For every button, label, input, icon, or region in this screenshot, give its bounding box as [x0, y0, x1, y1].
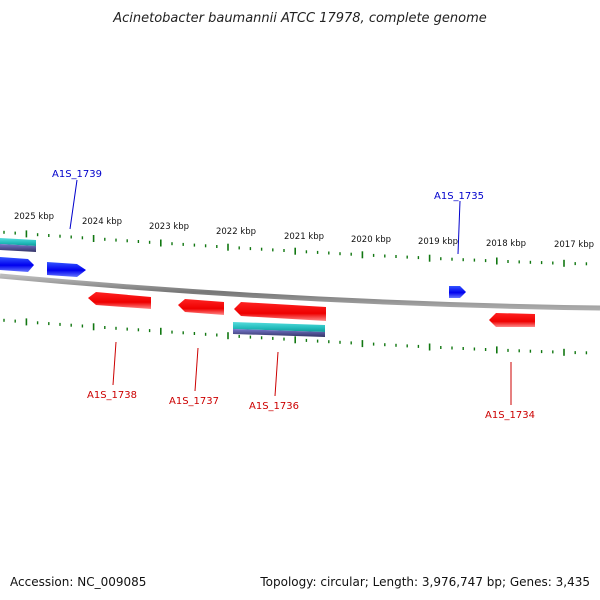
- genome-backbone: [0, 273, 600, 311]
- gene-arrow-a1s-1737[interactable]: [178, 299, 224, 315]
- scale-label: 2022 kbp: [216, 227, 256, 237]
- gene-arrow-a1s-1736[interactable]: [234, 302, 326, 321]
- scale-labels: 2025 kbp 2024 kbp 2023 kbp 2022 kbp 2021…: [14, 212, 594, 250]
- scale-label: 2018 kbp: [486, 239, 526, 249]
- scale-label: 2023 kbp: [149, 222, 189, 232]
- gene-leader-lines: [69, 179, 512, 405]
- leader-line-a1s-1738: [112, 341, 117, 386]
- upper-scale-ticks: [3, 230, 588, 267]
- cds-feature-left-underlay: [0, 244, 36, 252]
- genome-summary-text: Topology: circular; Length: 3,976,747 bp…: [259, 575, 590, 589]
- gene-labels: A1S_1739 A1S_1735 A1S_1738 A1S_1737 A1S_…: [52, 169, 535, 421]
- gene-arrow-a1s-1734[interactable]: [489, 313, 535, 327]
- cds-feature-a1s-1736[interactable]: [233, 322, 325, 332]
- scale-label: 2025 kbp: [14, 212, 54, 222]
- forward-genes: [0, 238, 466, 298]
- gene-arrow-forward-left[interactable]: [0, 257, 34, 272]
- map-title: Acinetobacter baumannii ATCC 17978, comp…: [112, 11, 487, 26]
- gene-label-a1s-1738[interactable]: A1S_1738: [87, 390, 137, 401]
- scale-label: 2017 kbp: [554, 240, 594, 250]
- gene-arrow-a1s-1739[interactable]: [47, 262, 86, 277]
- scale-label: 2020 kbp: [351, 235, 391, 245]
- scale-label: 2024 kbp: [82, 217, 122, 227]
- reverse-genes: [88, 292, 535, 337]
- accession-text: Accession: NC_009085: [10, 575, 146, 589]
- scale-label: 2021 kbp: [284, 232, 324, 242]
- gene-label-a1s-1735[interactable]: A1S_1735: [434, 191, 484, 202]
- gene-arrow-a1s-1738[interactable]: [88, 292, 151, 309]
- leader-line-a1s-1735: [457, 200, 461, 255]
- gene-label-a1s-1739[interactable]: A1S_1739: [52, 169, 102, 180]
- cds-feature-left[interactable]: [0, 238, 36, 246]
- leader-line-a1s-1736: [274, 351, 279, 397]
- gene-arrow-a1s-1735[interactable]: [449, 286, 466, 298]
- lower-scale-ticks: [3, 318, 588, 356]
- cds-feature-a1s-1736-underlay: [233, 329, 325, 337]
- gene-label-a1s-1734[interactable]: A1S_1734: [485, 410, 535, 421]
- gene-label-a1s-1737[interactable]: A1S_1737: [169, 396, 219, 407]
- leader-line-a1s-1737: [194, 347, 199, 392]
- scale-label: 2019 kbp: [418, 237, 458, 247]
- leader-line-a1s-1739: [69, 179, 78, 230]
- gene-label-a1s-1736[interactable]: A1S_1736: [249, 401, 299, 412]
